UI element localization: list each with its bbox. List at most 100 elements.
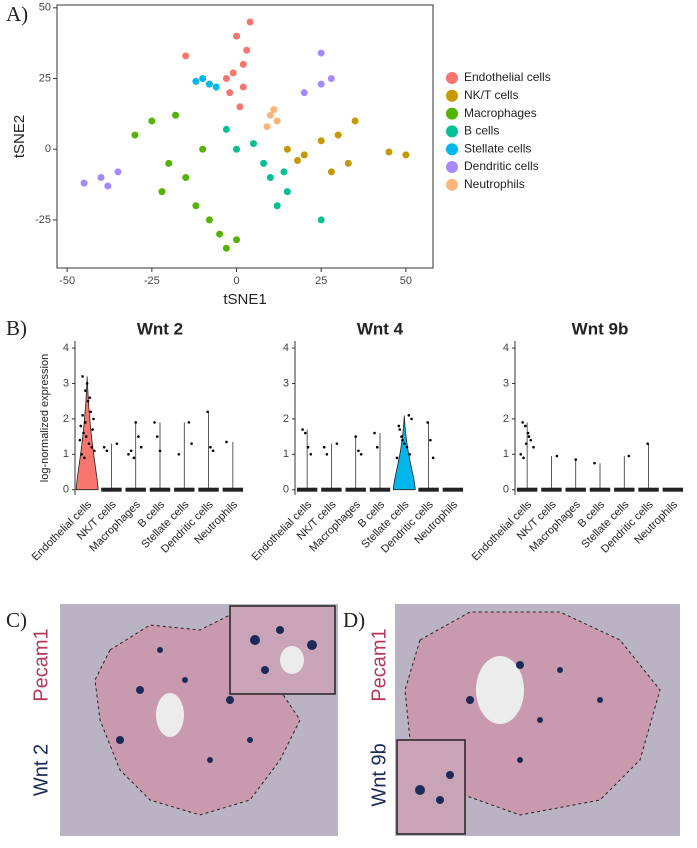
point [317,49,325,57]
violin-base [565,487,586,492]
point [646,442,649,445]
point [526,431,530,435]
point [97,174,105,182]
point [273,117,281,125]
point [397,424,401,428]
legend-label: Neutrophils [464,177,525,191]
point [226,89,234,97]
point [401,438,404,442]
point [137,435,140,438]
point [395,456,399,460]
point [153,421,156,424]
point [84,435,88,438]
point [280,168,288,176]
y-tick-label: 2 [283,413,289,425]
y-tick-label: -25 [35,214,51,226]
y-tick-label: 4 [503,342,509,354]
point [304,431,307,435]
point [222,244,230,252]
point [375,445,379,449]
violin-base [418,487,439,492]
point [373,431,376,435]
stain-label: Pecam1 [368,628,390,701]
point [243,46,251,54]
y-tick-label: 2 [503,413,509,425]
point [593,461,596,465]
point [283,188,291,196]
point [300,89,308,97]
micrograph [60,604,338,836]
violin-base [198,487,219,492]
point [83,456,86,460]
point [233,145,241,153]
point [205,80,213,88]
x-axis-label: tSNE1 [223,291,266,308]
violin-base [369,487,391,492]
point [335,442,339,445]
point [529,438,533,442]
point [239,83,247,91]
legend-swatch [446,178,458,191]
point [402,151,410,159]
point [205,216,213,224]
legend-swatch [446,125,458,138]
point [90,445,93,449]
y-tick-label: 3 [283,377,289,389]
point [300,151,308,159]
plot-area [56,4,434,269]
panel-label: B) [6,316,27,340]
point [334,131,342,139]
point [80,179,88,187]
point [229,69,237,77]
panel-label: C) [6,608,27,632]
point [266,174,274,182]
point [627,454,631,458]
point [524,442,528,445]
point [114,168,122,176]
point [105,449,109,453]
point [270,106,278,114]
legend-swatch [446,161,458,173]
point [273,202,281,210]
point [233,236,241,244]
point [385,148,393,156]
point [78,438,82,442]
point [91,428,94,431]
violin-base [614,487,635,492]
legend-label: Endothelial cells [464,70,551,84]
point [225,440,228,444]
point [199,145,207,153]
point [129,449,133,453]
violin-base [442,487,464,492]
y-tick-label: 50 [39,2,51,14]
point [429,438,432,442]
violin [75,376,99,491]
point [527,435,531,438]
y-tick-label: 2 [63,413,69,425]
point [431,456,435,460]
micrograph [395,604,680,836]
y-tick-label: 1 [503,448,509,460]
violin-base [149,487,171,492]
violin-base [589,487,611,492]
point [222,75,230,83]
point [322,445,326,449]
x-tick-label: -50 [59,275,75,287]
point [92,417,95,421]
point [532,445,535,449]
point [359,452,363,456]
y-tick-label: 3 [503,377,509,389]
point [317,216,325,224]
point [398,428,402,431]
violin-base [638,487,659,492]
point [325,452,329,456]
point [134,421,138,424]
stain-label: Wnt 2 [30,744,52,796]
point [79,424,83,428]
y-tick-label: 4 [63,342,69,354]
stain-label: Wnt 9b [368,743,390,806]
point [187,421,191,424]
point [239,60,247,68]
point [104,182,112,190]
point [127,452,130,456]
